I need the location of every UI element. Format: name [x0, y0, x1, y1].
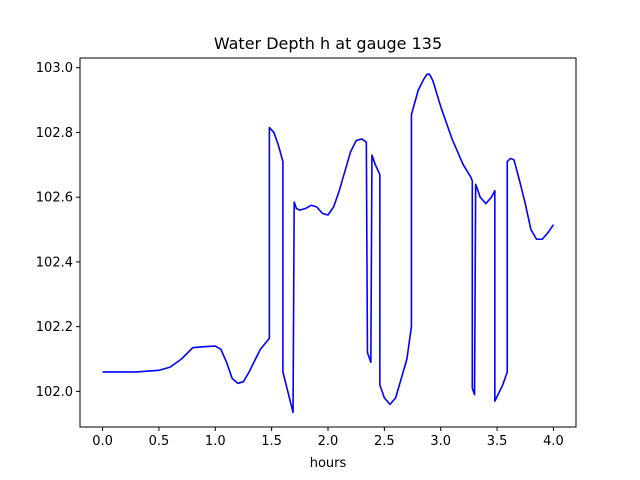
plot-area	[102, 73, 555, 414]
y-tick-label: 103.0	[36, 61, 73, 76]
y-tick-label: 102.6	[36, 191, 73, 206]
x-axis-label: hours	[310, 456, 347, 471]
y-tick-label: 102.0	[36, 385, 73, 400]
x-tick-label: 2.0	[318, 434, 339, 449]
axes-frame	[79, 57, 577, 428]
y-tick-label: 102.8	[36, 126, 73, 141]
y-tick-label: 102.4	[36, 255, 73, 270]
series-line-0	[102, 73, 555, 414]
x-axis: 0.0 0.5 1.0 1.5 2.0 2.5 3.0 3.5 4.0	[92, 427, 564, 449]
y-tick-label: 102.2	[36, 320, 73, 335]
x-tick-label: 2.5	[374, 434, 395, 449]
y-axis: 102.0 102.2 102.4 102.6 102.8 103.0	[36, 61, 80, 400]
x-tick-label: 1.0	[205, 434, 226, 449]
x-tick-label: 3.5	[487, 434, 508, 449]
x-tick-label: 4.0	[543, 434, 564, 449]
x-tick-label: 0.0	[92, 434, 113, 449]
x-tick-label: 3.0	[430, 434, 451, 449]
x-tick-label: 1.5	[261, 434, 282, 449]
chart-title: Water Depth h at gauge 135	[214, 34, 442, 53]
x-tick-label: 0.5	[149, 434, 170, 449]
